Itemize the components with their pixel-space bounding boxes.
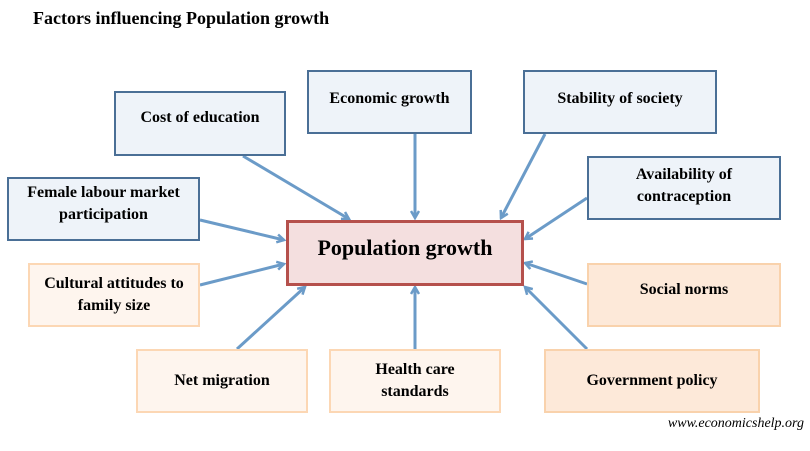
factor-net-migration: Net migration xyxy=(136,349,308,413)
factor-availability-of-contraception: Availability of contraception xyxy=(587,156,781,220)
factor-cost-of-education: Cost of education xyxy=(114,91,286,156)
source-credit: www.economicshelp.org xyxy=(667,416,804,431)
arrow-cost-of-education xyxy=(242,154,349,221)
factor-economic-growth: Economic growth xyxy=(307,70,472,134)
central-node-population-growth: Population growth xyxy=(286,220,524,286)
factor-female-labour-participation: Female labour market participation xyxy=(7,177,200,241)
arrow-cultural xyxy=(199,264,284,287)
arrow-stability xyxy=(501,133,547,218)
factor-stability-of-society: Stability of society xyxy=(523,70,717,134)
factor-health-care-standards: Health care standards xyxy=(329,349,501,413)
arrow-social-norms xyxy=(525,263,588,286)
arrow-net-migration xyxy=(235,287,305,351)
factor-government-policy: Government policy xyxy=(544,349,760,413)
arrow-female-labour xyxy=(199,218,284,240)
arrow-government-policy xyxy=(525,287,589,351)
factor-social-norms: Social norms xyxy=(587,263,781,327)
arrow-contraception xyxy=(525,196,588,239)
diagram-title: Factors influencing Population growth xyxy=(33,8,330,28)
factor-cultural-attitudes: Cultural attitudes to family size xyxy=(28,263,200,327)
